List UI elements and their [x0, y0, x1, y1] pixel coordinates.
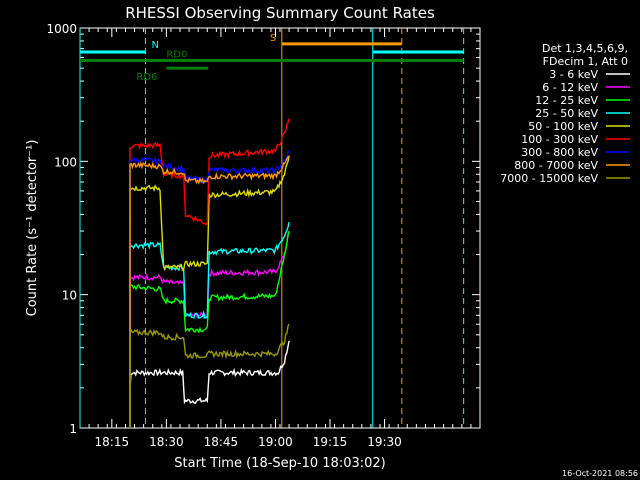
series-line: [129, 323, 290, 428]
x-tick-label: 19:30: [367, 435, 402, 449]
y-tick-label: 10: [62, 289, 77, 303]
series-line: [129, 155, 290, 428]
x-tick-label: 18:45: [204, 435, 239, 449]
legend-entry-label: 7000 - 15000 keV: [500, 172, 598, 185]
legend-entry-label: 800 - 7000 keV: [514, 159, 598, 172]
legend-entry-label: 50 - 100 keV: [528, 120, 598, 133]
legend-entry-label: 3 - 6 keV: [549, 68, 598, 81]
series-line: [129, 150, 290, 428]
series-line: [129, 230, 290, 428]
date-stamp: 16-Oct-2021 08:56: [562, 469, 638, 478]
series-line: [129, 155, 290, 428]
x-tick-label: 19:15: [313, 435, 348, 449]
x-axis-label: Start Time (18-Sep-10 18:03:02): [174, 456, 385, 471]
series-line: [129, 340, 290, 428]
flag-label: RD0: [166, 50, 187, 61]
x-tick-label: 18:15: [95, 435, 130, 449]
legend-title: Det 1,3,4,5,6,9,: [542, 42, 628, 55]
legend-entry-label: 12 - 25 keV: [535, 94, 598, 107]
chart-title: RHESSI Observing Summary Count Rates: [125, 4, 435, 22]
y-tick-label: 1: [69, 422, 77, 436]
legend-entry-label: 100 - 300 keV: [521, 133, 598, 146]
legend: Det 1,3,4,5,6,9,FDecim 1, Att 03 - 6 keV…: [500, 42, 630, 185]
x-tick-label: 18:30: [149, 435, 184, 449]
flag-label: N: [151, 40, 158, 51]
legend-title: FDecim 1, Att 0: [543, 55, 628, 68]
series-line: [129, 221, 290, 428]
y-tick-label: 1000: [46, 22, 77, 36]
x-tick-label: 19:00: [258, 435, 293, 449]
legend-entry-label: 25 - 50 keV: [535, 107, 598, 120]
legend-entry-label: 300 - 800 keV: [521, 146, 598, 159]
flag-label: RD6: [136, 72, 157, 83]
plot-area: 1 10 100 1000 18:15 18:30 18:45 19:00 19:15 19:30…: [46, 22, 481, 449]
flag-label: S: [270, 33, 276, 44]
y-tick-label: 100: [54, 155, 77, 169]
legend-entry-label: 6 - 12 keV: [542, 81, 598, 94]
y-axis-label: Count Rate (s⁻¹ detector⁻¹): [25, 140, 40, 317]
